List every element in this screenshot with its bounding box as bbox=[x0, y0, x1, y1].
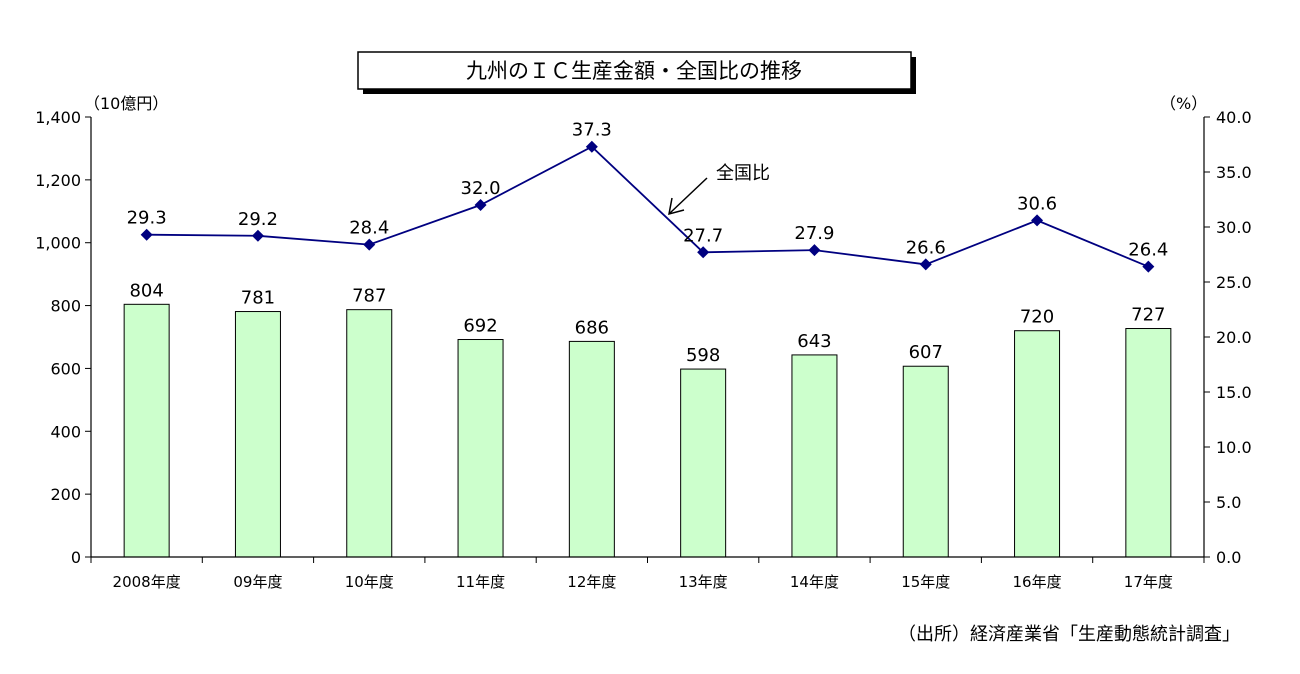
line-point-7 bbox=[919, 258, 932, 271]
bar-0 bbox=[123, 303, 170, 558]
x-tick-label-4: 12年度 bbox=[567, 573, 616, 591]
line-point-8 bbox=[1031, 214, 1044, 227]
x-tick-label-5: 13年度 bbox=[679, 573, 728, 591]
labels-layer: 804 781 787 692 686 598 643 607 720 727 29.3 29.2 28… bbox=[127, 120, 1169, 366]
bar-9 bbox=[1125, 328, 1172, 558]
right-tick-label-7: 35.0 bbox=[1216, 163, 1252, 182]
left-tick-label-2: 400 bbox=[50, 422, 81, 441]
x-tick-label-3: 11年度 bbox=[456, 573, 505, 591]
line-value-label-1: 29.2 bbox=[238, 209, 278, 230]
x-tick-label-9: 17年度 bbox=[1124, 573, 1173, 591]
line-point-9 bbox=[1142, 260, 1155, 273]
left-tick-label-5: 1,000 bbox=[35, 234, 81, 253]
bar-1 bbox=[234, 311, 281, 558]
line-value-label-4: 37.3 bbox=[572, 120, 612, 141]
bar-value-label-9: 727 bbox=[1131, 305, 1165, 326]
bar-value-label-3: 692 bbox=[463, 316, 497, 337]
right-tick-label-2: 10.0 bbox=[1216, 438, 1252, 457]
line-value-label-8: 30.6 bbox=[1017, 193, 1057, 214]
right-axis-unit: （%） bbox=[1160, 94, 1207, 113]
bar-2 bbox=[346, 309, 393, 558]
bar-6 bbox=[791, 354, 838, 558]
chart-title: 九州のＩＣ生産金額・全国比の推移 bbox=[466, 59, 802, 83]
axes-layer: 0 200 400 600 800 1,000 1,200 1,400 0.0 5.0 10.0 15… bbox=[35, 108, 1251, 591]
x-tick-label-0: 2008年度 bbox=[113, 573, 181, 591]
bar-4 bbox=[568, 340, 615, 558]
bar-7 bbox=[902, 365, 949, 558]
title-box bbox=[357, 51, 912, 90]
line-point-6 bbox=[808, 244, 821, 257]
x-tick-label-6: 14年度 bbox=[790, 573, 839, 591]
left-tick-label-6: 1,200 bbox=[35, 171, 81, 190]
line-value-label-6: 27.9 bbox=[794, 223, 834, 244]
bar-value-label-7: 607 bbox=[909, 342, 943, 363]
right-tick-label-8: 40.0 bbox=[1216, 108, 1252, 127]
bar-value-label-8: 720 bbox=[1020, 307, 1054, 328]
line-layer bbox=[140, 140, 1155, 273]
line-value-label-3: 32.0 bbox=[461, 178, 501, 199]
line-point-2 bbox=[363, 238, 376, 251]
left-tick-label-7: 1,400 bbox=[35, 108, 81, 127]
line-point-3 bbox=[474, 199, 487, 211]
line-value-label-5: 27.7 bbox=[683, 225, 723, 246]
bars-layer bbox=[123, 303, 1172, 558]
right-tick-label-4: 20.0 bbox=[1216, 328, 1252, 347]
bar-3 bbox=[457, 339, 504, 558]
bar-value-label-6: 643 bbox=[797, 331, 831, 352]
line-point-0 bbox=[140, 228, 153, 241]
line-annotation: 全国比 bbox=[716, 163, 770, 184]
left-tick-label-3: 600 bbox=[50, 359, 81, 378]
line-value-label-2: 28.4 bbox=[349, 218, 389, 239]
bar-value-label-2: 787 bbox=[352, 286, 386, 307]
bar-5 bbox=[680, 368, 727, 558]
left-tick-label-0: 0 bbox=[71, 548, 81, 567]
right-tick-label-5: 25.0 bbox=[1216, 273, 1252, 292]
right-tick-label-3: 15.0 bbox=[1216, 383, 1252, 402]
annotation-arrow bbox=[668, 177, 708, 216]
line-series-path bbox=[146, 145, 1149, 268]
line-value-label-9: 26.4 bbox=[1128, 240, 1168, 261]
source-note: （出所）経済産業省「生産動態統計調査」 bbox=[898, 624, 1240, 645]
bar-8 bbox=[1014, 330, 1061, 558]
x-tick-label-8: 16年度 bbox=[1013, 573, 1062, 591]
bar-value-label-0: 804 bbox=[129, 280, 163, 301]
right-tick-label-1: 5.0 bbox=[1216, 493, 1241, 512]
line-value-label-0: 29.3 bbox=[127, 208, 167, 229]
left-tick-label-4: 800 bbox=[50, 297, 81, 316]
x-tick-label-2: 10年度 bbox=[345, 573, 394, 591]
x-tick-label-7: 15年度 bbox=[901, 573, 950, 591]
left-tick-label-1: 200 bbox=[50, 485, 81, 504]
right-tick-label-6: 30.0 bbox=[1216, 218, 1252, 237]
line-value-label-7: 26.6 bbox=[906, 237, 946, 258]
left-axis-unit: （10億円） bbox=[84, 94, 168, 113]
line-point-4 bbox=[585, 140, 598, 153]
right-tick-label-0: 0.0 bbox=[1216, 548, 1241, 567]
bar-value-label-4: 686 bbox=[575, 317, 609, 338]
line-point-1 bbox=[251, 229, 264, 242]
bar-value-label-5: 598 bbox=[686, 345, 720, 366]
bar-value-label-1: 781 bbox=[241, 288, 275, 309]
x-tick-label-1: 09年度 bbox=[233, 573, 282, 591]
line-point-5 bbox=[697, 246, 710, 259]
